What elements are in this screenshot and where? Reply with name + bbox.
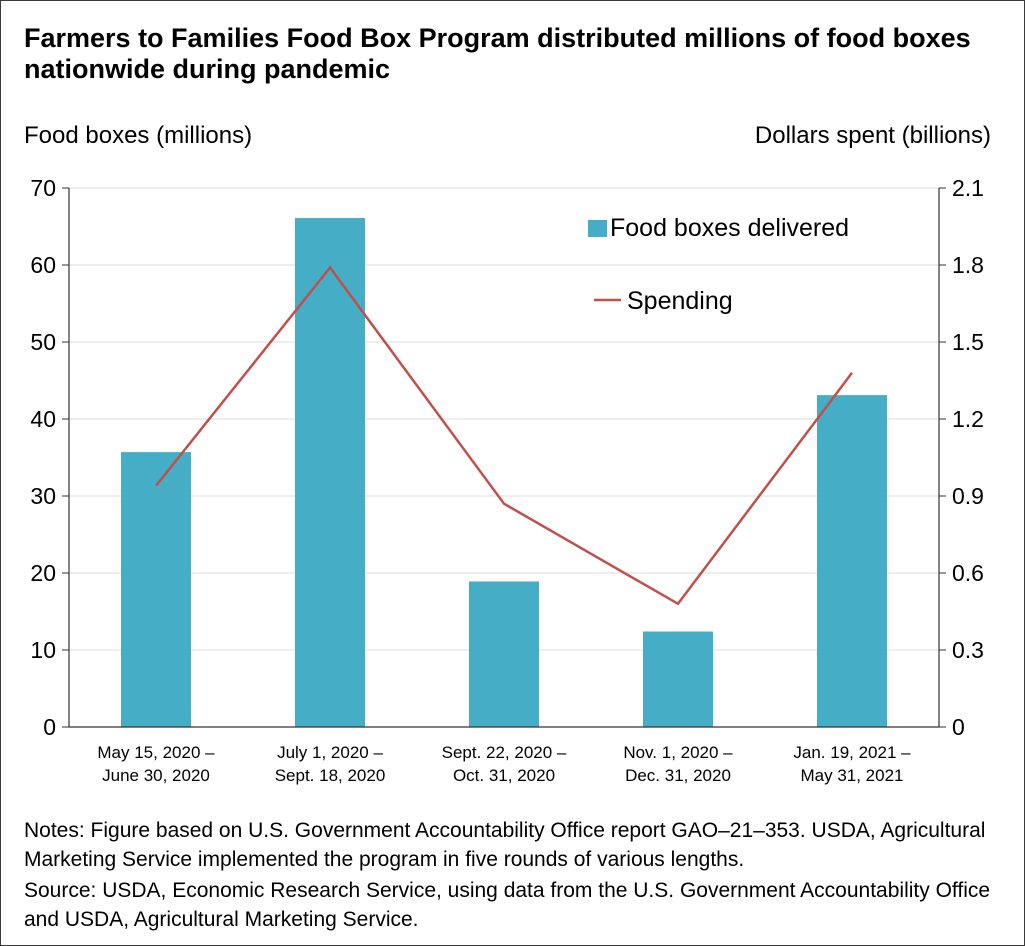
legend: Food boxes delivered Spending — [588, 214, 849, 315]
x-category-label-line: Dec. 31, 2020 — [625, 766, 731, 785]
chart-notes: Notes: Figure based on U.S. Government A… — [24, 819, 986, 871]
chart-source: Source: USDA, Economic Research Service,… — [24, 879, 991, 931]
legend-label-spending: Spending — [627, 287, 733, 315]
gridlines — [69, 187, 939, 651]
bar-food-boxes — [469, 581, 539, 727]
bars — [121, 218, 887, 727]
left-tick-label: 60 — [30, 252, 56, 278]
x-category-label-line: Nov. 1, 2020 – — [623, 743, 733, 762]
left-tick-label: 40 — [30, 406, 56, 432]
left-tick-label: 30 — [30, 483, 56, 509]
right-tick-label: 0.9 — [952, 483, 984, 509]
x-category-label: Nov. 1, 2020 – Dec. 31, 2020 — [623, 743, 733, 785]
x-category-label-line: July 1, 2020 – — [277, 743, 383, 762]
right-tick-label: 0.3 — [952, 637, 984, 663]
legend-label-food-boxes: Food boxes delivered — [610, 214, 849, 242]
x-category-label-line: Sept. 18, 2020 — [275, 766, 386, 785]
x-category-label: Jan. 19, 2021 – May 31, 2021 — [793, 743, 911, 785]
right-tick-label: 1.8 — [952, 252, 984, 278]
x-category-label-line: Sept. 22, 2020 – — [442, 743, 567, 762]
spending-line — [155, 265, 853, 606]
x-category-label-line: Oct. 31, 2020 — [453, 766, 555, 785]
left-tick-label: 70 — [30, 175, 56, 201]
x-category-label-line: June 30, 2020 — [102, 766, 210, 785]
x-category-label: Sept. 22, 2020 – Oct. 31, 2020 — [442, 743, 567, 785]
bar-food-boxes — [295, 218, 365, 727]
bar-food-boxes — [817, 395, 887, 727]
left-tick-label: 20 — [30, 560, 56, 586]
right-axis-title: Dollars spent (billions) — [755, 122, 991, 149]
spending-line-layer — [155, 265, 853, 606]
bar-food-boxes — [121, 452, 191, 727]
x-category-label-line: May 15, 2020 – — [97, 743, 215, 762]
x-category-label-line: May 31, 2021 — [800, 766, 903, 785]
axis-labels: 0 10 20 30 40 50 60 70 0 0.3 0.6 0.9 1.2 1.5 1.8 2.1 May… — [24, 122, 991, 785]
legend-swatch-bar — [588, 220, 607, 237]
bar-food-boxes — [643, 631, 713, 727]
right-tick-label: 1.5 — [952, 329, 984, 355]
right-tick-label: 1.2 — [952, 406, 984, 432]
chart-title: Farmers to Families Food Box Program dis… — [24, 23, 971, 84]
right-tick-label: 0.6 — [952, 560, 984, 586]
right-tick-label: 0 — [952, 714, 965, 740]
right-tick-label: 2.1 — [952, 175, 984, 201]
left-axis-title: Food boxes (millions) — [24, 122, 252, 149]
x-category-label: July 1, 2020 – Sept. 18, 2020 — [275, 743, 386, 785]
left-tick-label: 0 — [43, 714, 56, 740]
left-tick-label: 10 — [30, 637, 56, 663]
left-tick-label: 50 — [30, 329, 56, 355]
x-category-label: May 15, 2020 – June 30, 2020 — [97, 743, 215, 785]
x-category-label-line: Jan. 19, 2021 – — [793, 743, 911, 762]
axes — [62, 187, 946, 728]
